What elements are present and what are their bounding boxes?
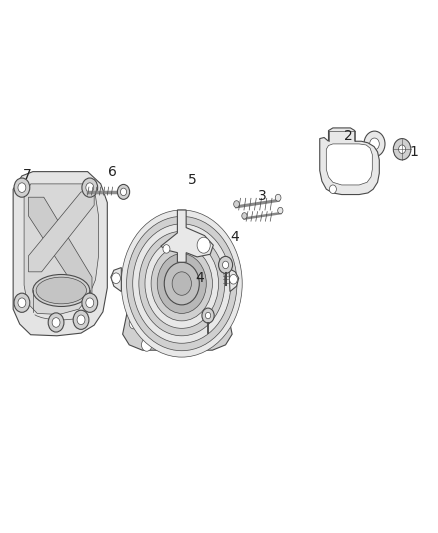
Polygon shape [28,197,92,293]
Polygon shape [24,184,99,314]
Text: 5: 5 [188,173,197,187]
Circle shape [145,239,219,328]
Circle shape [164,262,199,305]
Ellipse shape [234,201,239,207]
Polygon shape [123,313,232,350]
Circle shape [18,298,26,308]
Text: 6: 6 [108,165,117,179]
Polygon shape [229,269,239,292]
Circle shape [14,293,30,312]
Circle shape [219,256,233,273]
Circle shape [399,145,406,154]
Circle shape [18,183,26,192]
Circle shape [141,338,152,351]
Circle shape [223,261,229,269]
Circle shape [163,245,170,253]
Circle shape [129,318,138,329]
Ellipse shape [36,277,87,304]
Circle shape [120,188,127,196]
Text: 2: 2 [344,129,353,143]
Circle shape [117,184,130,199]
Circle shape [127,216,237,351]
Polygon shape [28,192,94,272]
Ellipse shape [33,274,90,306]
Circle shape [121,210,242,357]
Text: 4: 4 [230,230,239,244]
Ellipse shape [242,213,247,219]
Circle shape [82,178,98,197]
Text: 7: 7 [23,168,32,182]
Circle shape [230,274,237,284]
Text: 1: 1 [410,145,418,159]
Text: 4: 4 [196,271,205,285]
Circle shape [82,293,98,312]
Circle shape [77,315,85,325]
Polygon shape [326,144,372,185]
Circle shape [86,183,94,192]
Circle shape [370,138,379,150]
Circle shape [73,310,89,329]
Text: 3: 3 [258,189,266,203]
Circle shape [112,273,120,284]
Circle shape [157,254,206,313]
Polygon shape [320,128,379,195]
Circle shape [139,231,225,336]
Circle shape [202,308,214,323]
Circle shape [52,318,60,327]
Circle shape [364,131,385,157]
Ellipse shape [278,207,283,214]
Ellipse shape [275,195,281,201]
Polygon shape [161,210,213,262]
Polygon shape [13,172,107,336]
Circle shape [194,338,205,351]
Circle shape [48,313,64,332]
Circle shape [172,272,191,295]
Circle shape [393,139,411,160]
Polygon shape [111,268,121,292]
Circle shape [86,298,94,308]
Circle shape [133,224,231,343]
Circle shape [329,185,336,193]
Circle shape [14,178,30,197]
Circle shape [151,246,212,321]
Circle shape [197,237,210,253]
Circle shape [205,312,211,319]
